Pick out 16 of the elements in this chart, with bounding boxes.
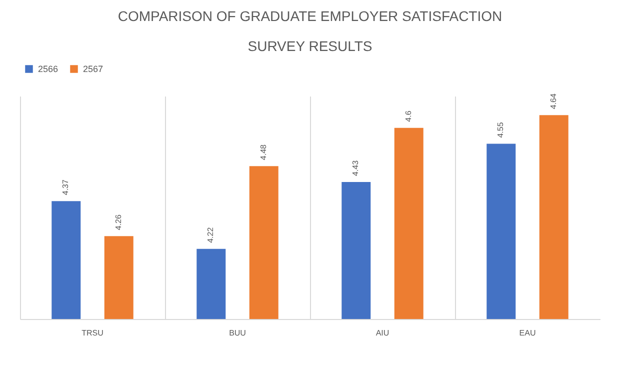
x-tick-label: AIU bbox=[376, 328, 390, 338]
data-label: 4.6 bbox=[404, 110, 413, 122]
text: COMPARISON OF GRADUATE EMPLOYER SATISFACTION bbox=[118, 8, 502, 24]
legend-label: 2567 bbox=[83, 64, 104, 74]
data-label: 4.37 bbox=[61, 179, 70, 196]
x-tick-label: TRSU bbox=[82, 328, 104, 338]
x-tick-label: EAU bbox=[519, 328, 536, 338]
data-label: 4.22 bbox=[206, 226, 216, 243]
data-label: 4.48 bbox=[258, 144, 268, 160]
legend-label: 2566 bbox=[38, 64, 58, 74]
x-tick-label: BUU bbox=[229, 328, 246, 338]
data-label: 4.26 bbox=[114, 214, 123, 230]
data-label: 4.64 bbox=[548, 92, 558, 110]
data-label: 4.43 bbox=[351, 160, 360, 176]
data-label: 4.55 bbox=[496, 122, 506, 138]
text: SURVEY RESULTS bbox=[248, 38, 372, 54]
